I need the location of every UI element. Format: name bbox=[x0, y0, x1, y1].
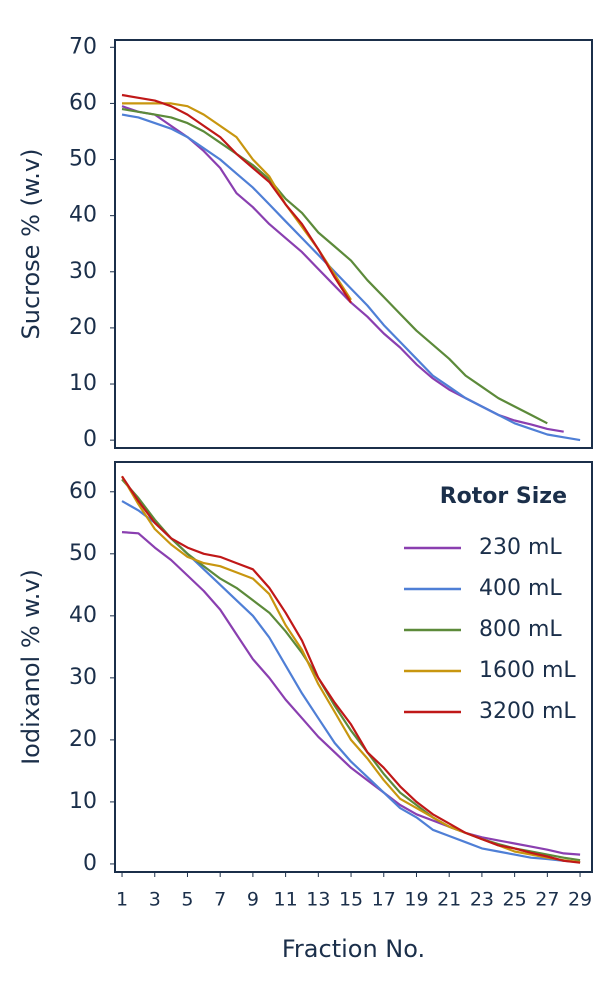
y-axis-label: Iodixanol % w.v) bbox=[17, 569, 45, 765]
y-tick-label: 70 bbox=[69, 34, 97, 59]
x-tick-label: 17 bbox=[372, 889, 396, 911]
x-tick-label: 11 bbox=[274, 889, 298, 911]
y-tick-label: 20 bbox=[69, 315, 97, 340]
x-tick-label: 25 bbox=[503, 889, 527, 911]
plot-frame bbox=[114, 39, 593, 449]
series-line bbox=[121, 500, 581, 864]
y-axis-label: Sucrose % (w.v) bbox=[17, 149, 45, 340]
x-axis-label: Fraction No. bbox=[282, 935, 425, 963]
y-tick-label: 50 bbox=[69, 147, 97, 172]
x-tick-label: 7 bbox=[214, 889, 226, 911]
x-tick-label: 29 bbox=[568, 889, 592, 911]
x-tick-label: 1 bbox=[116, 889, 128, 911]
legend-label: 3200 mL bbox=[479, 699, 576, 724]
y-tick-label: 40 bbox=[69, 203, 97, 228]
x-tick-label: 19 bbox=[404, 889, 428, 911]
legend-title: Rotor Size bbox=[440, 484, 567, 509]
y-tick-label: 30 bbox=[69, 259, 97, 284]
legend-label: 1600 mL bbox=[479, 658, 576, 683]
y-tick-label: 30 bbox=[69, 665, 97, 690]
y-tick-label: 50 bbox=[69, 541, 97, 566]
x-tick-label: 27 bbox=[535, 889, 559, 911]
x-tick-label: 13 bbox=[306, 889, 330, 911]
y-tick-label: 0 bbox=[83, 851, 97, 876]
legend-label: 800 mL bbox=[479, 617, 562, 642]
y-tick-label: 40 bbox=[69, 603, 97, 628]
y-tick-label: 20 bbox=[69, 727, 97, 752]
y-tick-label: 10 bbox=[69, 371, 97, 396]
x-tick-label: 15 bbox=[339, 889, 363, 911]
x-tick-label: 9 bbox=[247, 889, 259, 911]
series-line bbox=[122, 102, 352, 301]
series-line bbox=[121, 113, 581, 442]
x-tick-label: 23 bbox=[470, 889, 494, 911]
y-tick-label: 60 bbox=[69, 479, 97, 504]
series-line bbox=[121, 475, 581, 864]
x-tick-label: 3 bbox=[149, 889, 161, 911]
series-line bbox=[121, 107, 548, 425]
legend-label: 400 mL bbox=[479, 576, 562, 601]
series-line bbox=[121, 531, 581, 856]
x-tick-label: 21 bbox=[437, 889, 461, 911]
y-tick-label: 0 bbox=[83, 427, 97, 452]
y-tick-label: 60 bbox=[69, 90, 97, 115]
legend-label: 230 mL bbox=[479, 535, 562, 560]
x-tick-label: 5 bbox=[181, 889, 193, 911]
series-line bbox=[121, 93, 352, 304]
series-line bbox=[121, 105, 564, 433]
y-tick-label: 10 bbox=[69, 789, 97, 814]
plot-frame bbox=[114, 461, 593, 873]
